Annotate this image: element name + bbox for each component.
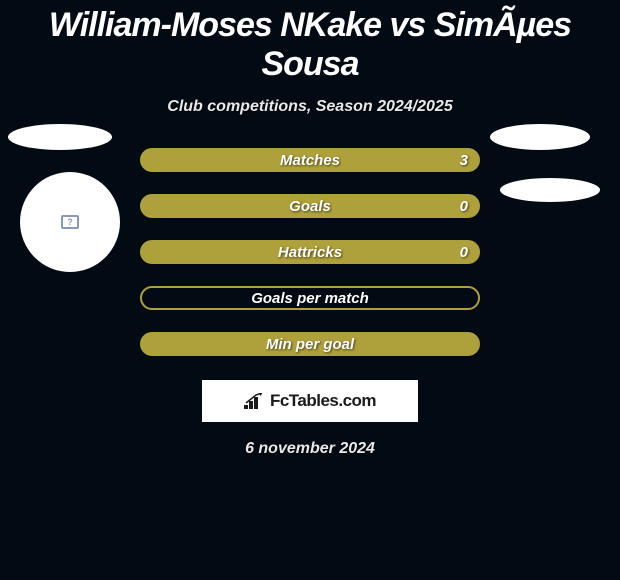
stat-label: Min per goal (266, 336, 354, 353)
page-subtitle: Club competitions, Season 2024/2025 (0, 98, 620, 116)
stat-label: Goals per match (251, 290, 369, 307)
stat-value: 0 (460, 198, 468, 215)
avatar-placeholder-icon: ? (61, 215, 79, 229)
stat-label: Goals (289, 198, 331, 215)
footer-date: 6 november 2024 (0, 440, 620, 458)
player-right-badge-ellipse-2 (500, 178, 600, 202)
player-left-badge-ellipse (8, 124, 112, 150)
stat-bar-hattricks: Hattricks 0 (140, 240, 480, 264)
stat-label: Hattricks (278, 244, 342, 261)
stat-bar-min-per-goal: Min per goal (140, 332, 480, 356)
fctables-logo-icon (244, 393, 266, 409)
stat-bar-goals-per-match: Goals per match (140, 286, 480, 310)
logo-box: FcTables.com (202, 380, 418, 422)
logo-text: FcTables.com (270, 391, 376, 411)
stat-bar-goals: Goals 0 (140, 194, 480, 218)
player-right-badge-ellipse-1 (490, 124, 590, 150)
player-left-avatar: ? (20, 172, 120, 272)
stat-bar-matches: Matches 3 (140, 148, 480, 172)
stat-value: 3 (460, 152, 468, 169)
page-title: William-Moses NKake vs SimÃµes Sousa (0, 0, 620, 84)
stat-label: Matches (280, 152, 340, 169)
stat-value: 0 (460, 244, 468, 261)
